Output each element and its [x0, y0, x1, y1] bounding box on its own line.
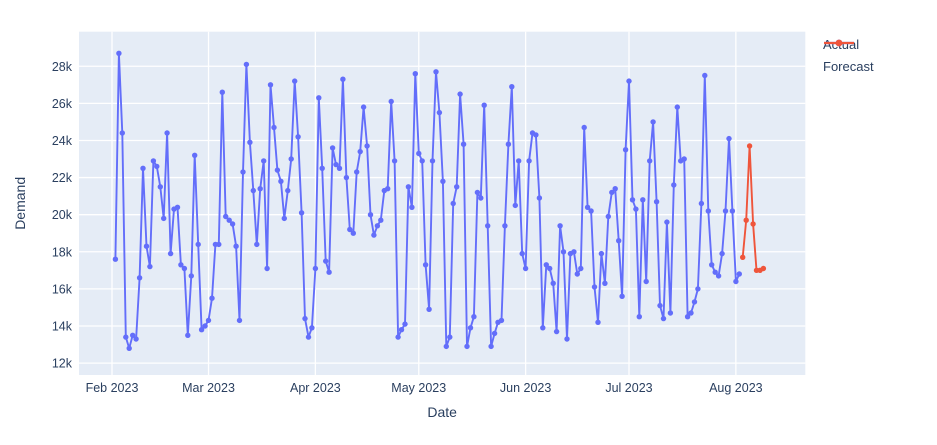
legend-item-forecast[interactable]: Forecast: [823, 39, 874, 76]
x-axis-title: Date: [427, 404, 457, 420]
y-tick-label: 26k: [52, 97, 73, 111]
y-tick-label: 28k: [52, 60, 73, 74]
y-tick-label: 18k: [52, 245, 73, 259]
y-tick-label: 16k: [52, 282, 73, 296]
chart-legend: Actual Forecast: [823, 36, 874, 76]
forecast-markers: [740, 143, 767, 273]
x-tick-label: May 2023: [391, 381, 446, 395]
x-tick-label: Jun 2023: [500, 381, 551, 395]
y-tick-label: 22k: [52, 171, 73, 185]
y-axis-title: Demand: [12, 177, 28, 230]
x-tick-label: Apr 2023: [290, 381, 341, 395]
x-tick-label: Mar 2023: [182, 381, 235, 395]
legend-label-forecast: Forecast: [823, 59, 874, 74]
x-tick-label: Aug 2023: [709, 381, 763, 395]
y-tick-label: 12k: [52, 357, 73, 371]
actual-markers: [112, 50, 742, 351]
x-tick-label: Jul 2023: [605, 381, 652, 395]
y-tick-label: 24k: [52, 134, 73, 148]
y-tick-label: 14k: [52, 319, 73, 333]
y-tick-label: 20k: [52, 208, 73, 222]
x-tick-label: Feb 2023: [86, 381, 139, 395]
forecast-line-marker-icon: [824, 39, 854, 47]
